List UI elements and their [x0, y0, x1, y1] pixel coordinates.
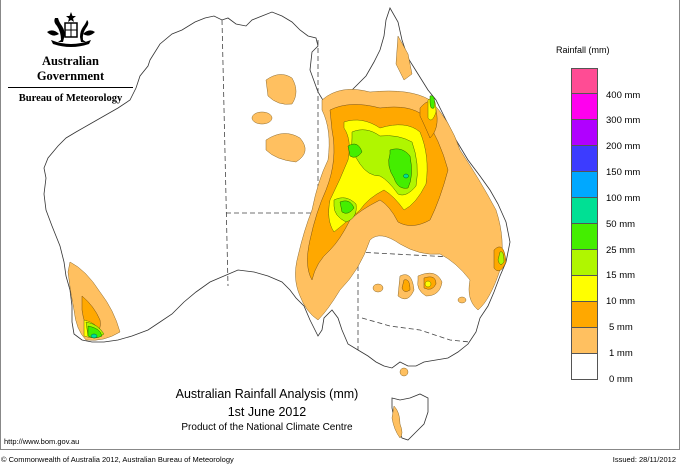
legend-label: 15 mm [606, 270, 636, 281]
issued-date: Issued: 28/11/2012 [612, 455, 676, 464]
legend-label: 300 mm [606, 115, 641, 126]
map-title: Australian Rainfall Analysis (mm) [175, 387, 359, 401]
legend-label: 200 mm [606, 141, 641, 152]
legend-swatch [571, 250, 598, 276]
agency-name: Bureau of Meteorology [18, 93, 123, 104]
legend-label: 400 mm [606, 90, 641, 101]
bom-logo: Australian Government Bureau of Meteorol… [8, 10, 133, 104]
copyright: © Commonwealth of Australia 2012, Austra… [1, 455, 234, 464]
legend-label: 1 mm [609, 348, 633, 359]
map-date: 1st June 2012 [227, 405, 307, 419]
legend-label: 100 mm [606, 193, 641, 204]
legend-swatch [571, 120, 598, 146]
legend-swatch [571, 146, 598, 172]
legend-swatch [571, 354, 598, 380]
legend-label: 5 mm [609, 322, 633, 333]
australia-rainfall-map [43, 7, 511, 441]
legend-swatch [571, 224, 598, 250]
bom-url[interactable]: http://www.bom.gov.au [4, 437, 80, 446]
legend-swatch [571, 68, 598, 94]
rainfall-50-100mm [90, 173, 409, 339]
map-product: Product of the National Climate Centre [181, 422, 353, 433]
legend-title: Rainfall (mm) [556, 45, 610, 55]
legend-swatch [571, 328, 598, 354]
legend-swatch [571, 172, 598, 198]
legend-swatch [571, 302, 598, 328]
coat-of-arms-icon [46, 12, 95, 47]
legend-swatch [571, 94, 598, 120]
legend-label: 10 mm [606, 296, 636, 307]
legend-swatch [571, 198, 598, 224]
legend-label: 0 mm [609, 374, 633, 385]
legend-label: 50 mm [606, 219, 636, 230]
legend-label: 25 mm [606, 245, 636, 256]
legend-swatch [571, 276, 598, 302]
rainfall-legend [571, 68, 598, 380]
legend-label: 150 mm [606, 167, 641, 178]
government-name: Australian Government [8, 54, 133, 88]
